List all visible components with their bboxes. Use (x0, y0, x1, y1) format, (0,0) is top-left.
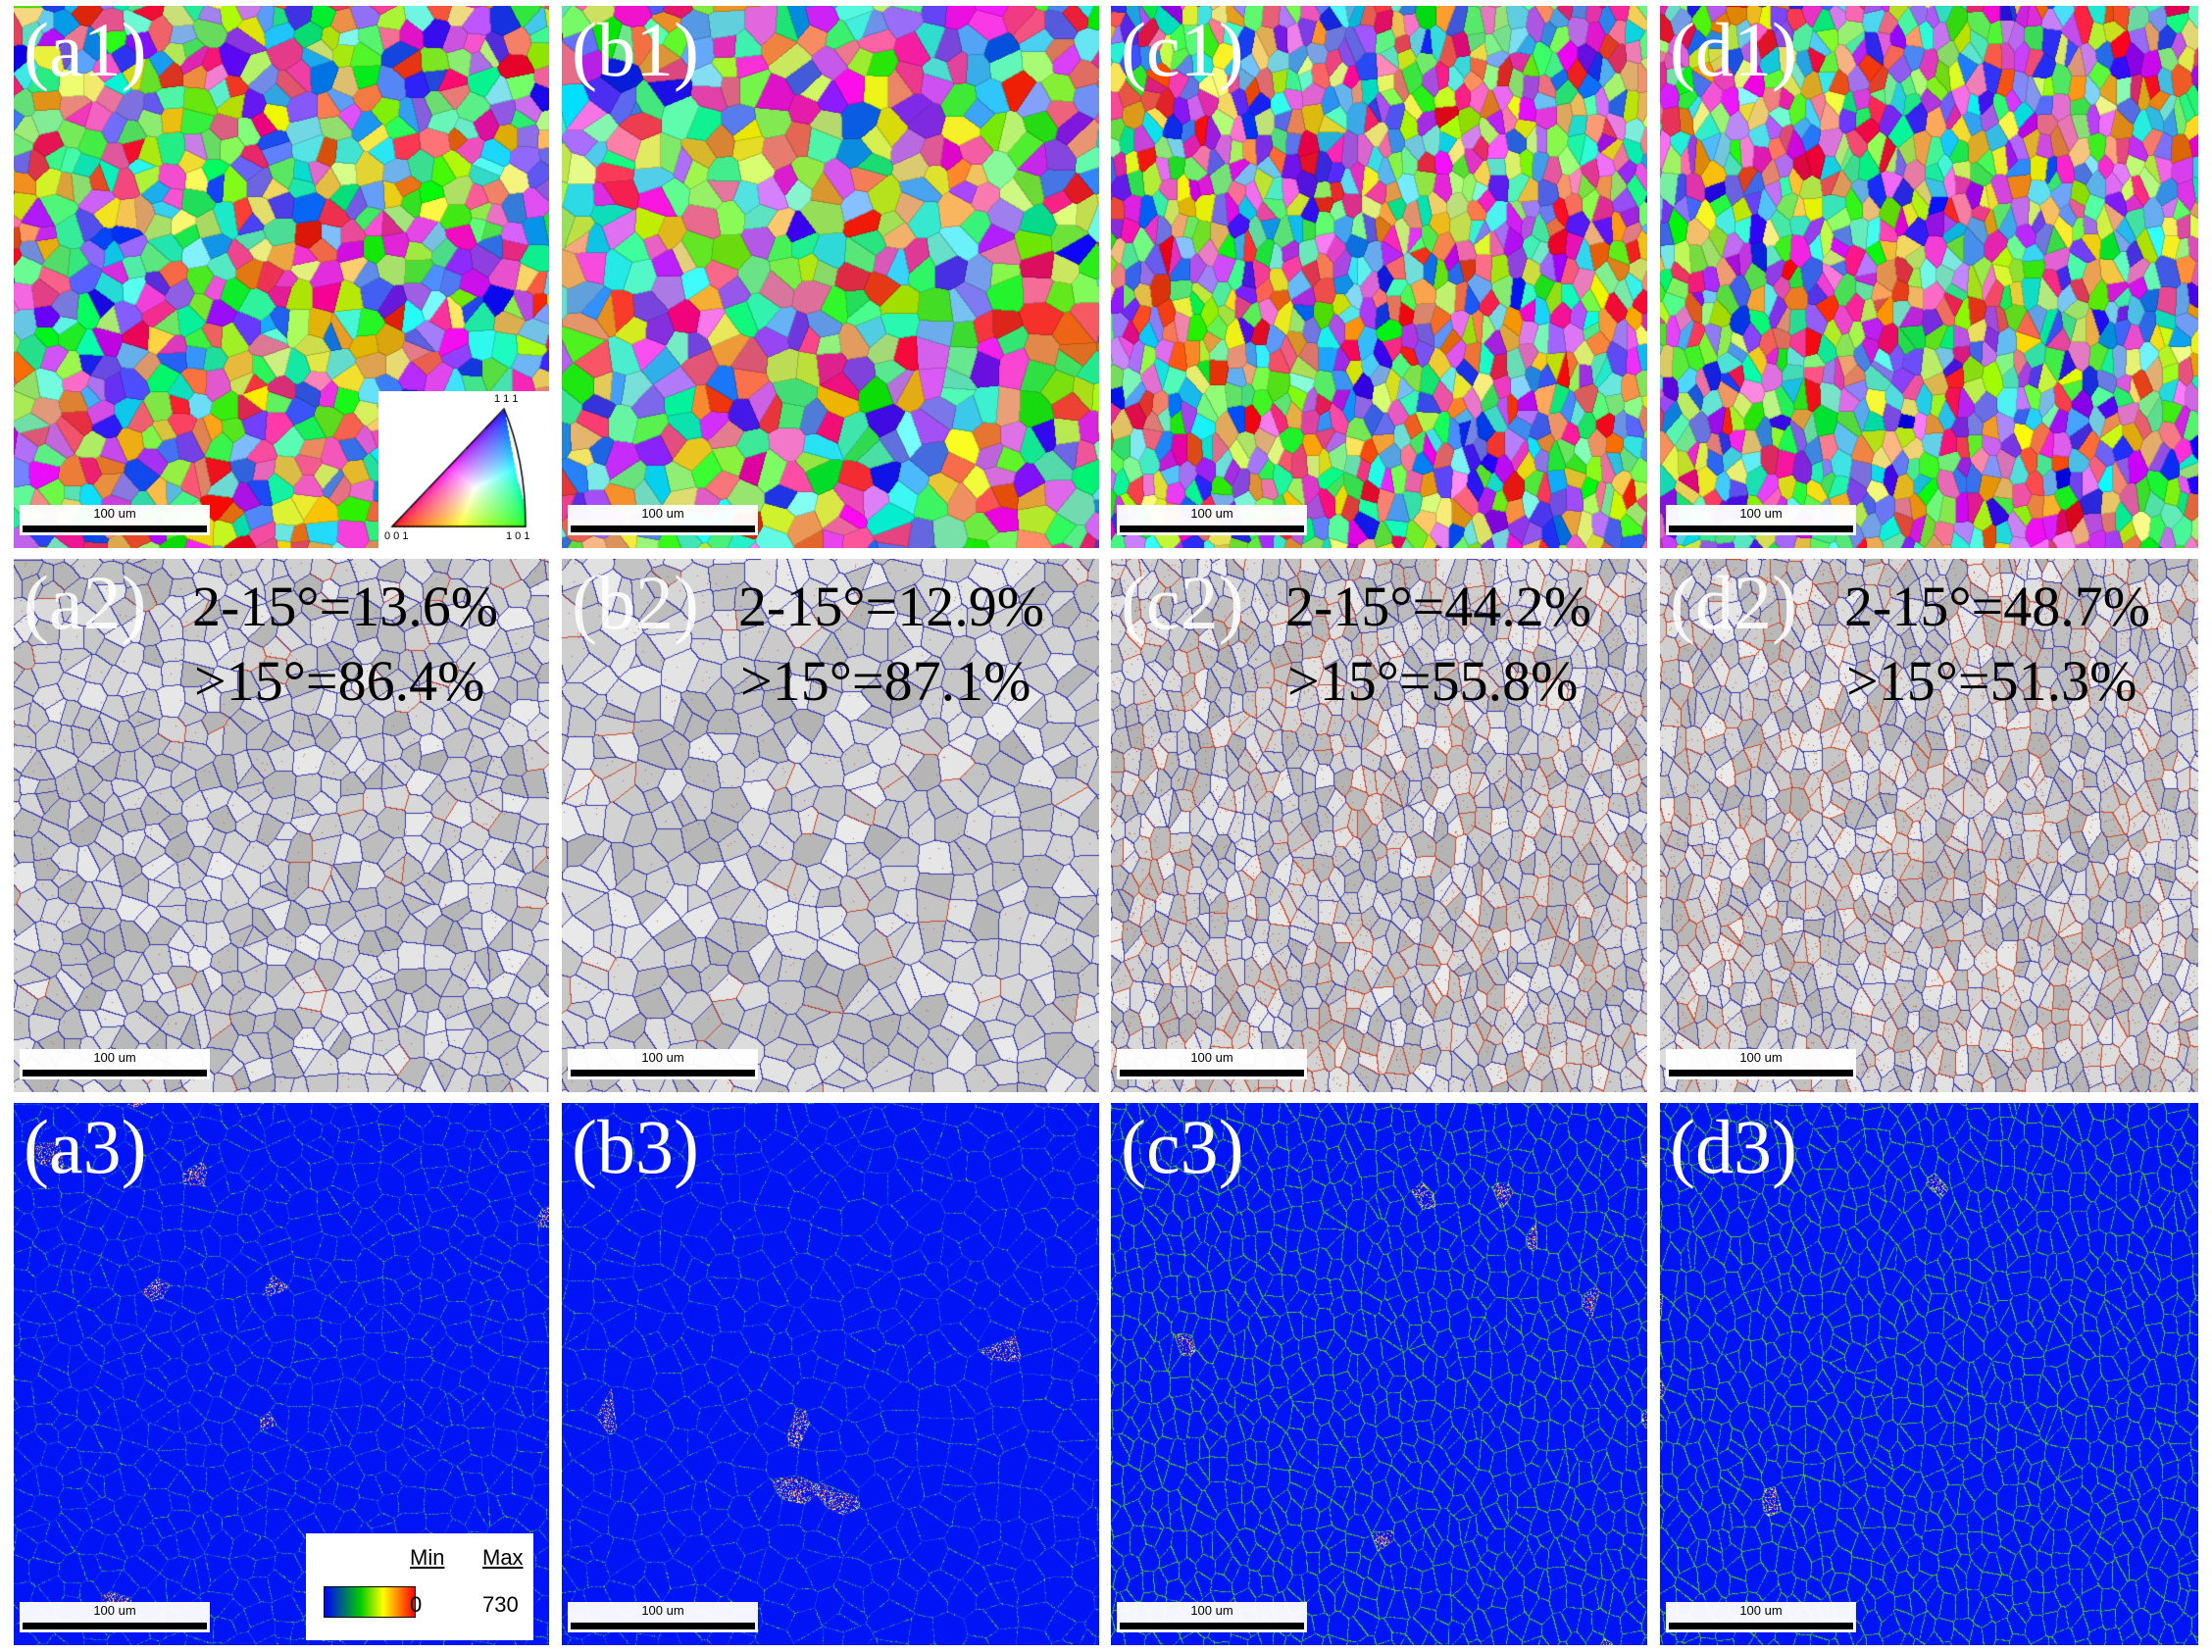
scale-bar-label: 100 um (1190, 1603, 1233, 1618)
scale-bar: 100 um (20, 505, 210, 535)
kam-min-value: 0 (410, 1592, 423, 1617)
ipf-key-label-001: 0 0 1 (384, 530, 409, 542)
panel-d3-kam-map: (d3) 100 um (1660, 1103, 2198, 1645)
kam-map-canvas (562, 1103, 1099, 1645)
panel-c1-ipf-map: (c1) 100 um (1111, 6, 1647, 548)
scale-bar: 100 um (1117, 1602, 1307, 1632)
kam-color-gradient (324, 1586, 416, 1618)
scale-bar-label: 100 um (1190, 506, 1233, 521)
scale-bar: 100 um (568, 1049, 758, 1079)
kam-max-value: 730 (482, 1592, 519, 1617)
kam-color-legend: Min Max 0 730 (306, 1533, 533, 1640)
ipf-color-key: 1 1 1 0 0 1 1 0 1 (378, 391, 549, 548)
panel-label: (d1) (1670, 7, 1797, 92)
boundary-map-canvas (1660, 559, 2198, 1092)
scale-bar: 100 um (1117, 505, 1307, 535)
high-angle-fraction: >15°=51.3% (1846, 649, 2137, 713)
panel-label: (b3) (572, 1104, 699, 1189)
ipf-key-label-111: 1 1 1 (494, 393, 519, 405)
panel-label: (c1) (1121, 7, 1244, 92)
panel-a1-ipf-map: (a1) 1 1 1 0 0 1 1 0 1 100 um (14, 6, 549, 548)
scale-bar: 100 um (568, 505, 758, 535)
boundary-map-canvas (1111, 559, 1647, 1092)
scale-bar: 100 um (20, 1602, 210, 1632)
ipf-map-canvas (1660, 6, 2198, 548)
scale-bar-label: 100 um (1190, 1050, 1233, 1065)
panel-d1-ipf-map: (d1) 100 um (1660, 6, 2198, 548)
low-angle-fraction: 2-15°=13.6% (192, 575, 499, 638)
scale-bar: 100 um (1666, 1049, 1856, 1079)
panel-b1-ipf-map: (b1) 100 um (562, 6, 1099, 548)
ipf-triangle (378, 391, 549, 548)
panel-label: (d3) (1670, 1104, 1797, 1189)
scale-bar-label: 100 um (1739, 1603, 1783, 1618)
panel-label: (c2) (1121, 560, 1244, 645)
panel-c3-kam-map: (c3) 100 um (1111, 1103, 1647, 1645)
boundary-map-canvas (562, 559, 1099, 1092)
high-angle-fraction: >15°=55.8% (1287, 649, 1579, 713)
boundary-map-canvas (14, 559, 549, 1092)
panel-label: (b1) (572, 7, 699, 92)
scale-bar-label: 100 um (1739, 506, 1783, 521)
panel-c2-boundary-map: (c2) 2-15°=44.2% >15°=55.8% 100 um (1111, 559, 1647, 1092)
scale-bar-label: 100 um (641, 1050, 684, 1065)
scale-bar: 100 um (20, 1049, 210, 1079)
low-angle-fraction: 2-15°=44.2% (1285, 575, 1592, 638)
high-angle-fraction: >15°=86.4% (194, 649, 485, 713)
low-angle-fraction: 2-15°=12.9% (738, 575, 1045, 638)
kam-map-canvas (1111, 1103, 1647, 1645)
kam-max-label: Max (482, 1545, 524, 1570)
panel-label: (a2) (24, 560, 147, 645)
panel-a2-boundary-map: (a2) 2-15°=13.6% >15°=86.4% 100 um (14, 559, 549, 1092)
scale-bar-label: 100 um (93, 1603, 136, 1618)
ipf-map-canvas (562, 6, 1099, 548)
kam-map-canvas (1660, 1103, 2198, 1645)
low-angle-fraction: 2-15°=48.7% (1844, 575, 2151, 638)
panel-label: (a3) (24, 1104, 147, 1189)
scale-bar: 100 um (1117, 1049, 1307, 1079)
scale-bar: 100 um (1666, 505, 1856, 535)
panel-label: (b2) (572, 560, 699, 645)
high-angle-fraction: >15°=87.1% (740, 649, 1031, 713)
ipf-key-label-101: 1 0 1 (506, 530, 530, 542)
scale-bar: 100 um (1666, 1602, 1856, 1632)
scale-bar-label: 100 um (641, 1603, 684, 1618)
scale-bar: 100 um (568, 1602, 758, 1632)
kam-min-label: Min (410, 1545, 445, 1570)
panel-label: (d2) (1670, 560, 1797, 645)
scale-bar-label: 100 um (93, 506, 136, 521)
panel-b3-kam-map: (b3) 100 um (562, 1103, 1099, 1645)
panel-label: (a1) (24, 7, 147, 92)
scale-bar-label: 100 um (1739, 1050, 1783, 1065)
panel-d2-boundary-map: (d2) 2-15°=48.7% >15°=51.3% 100 um (1660, 559, 2198, 1092)
panel-label: (c3) (1121, 1104, 1244, 1189)
ipf-map-canvas (1111, 6, 1647, 548)
scale-bar-label: 100 um (93, 1050, 136, 1065)
panel-b2-boundary-map: (b2) 2-15°=12.9% >15°=87.1% 100 um (562, 559, 1099, 1092)
scale-bar-label: 100 um (641, 506, 684, 521)
